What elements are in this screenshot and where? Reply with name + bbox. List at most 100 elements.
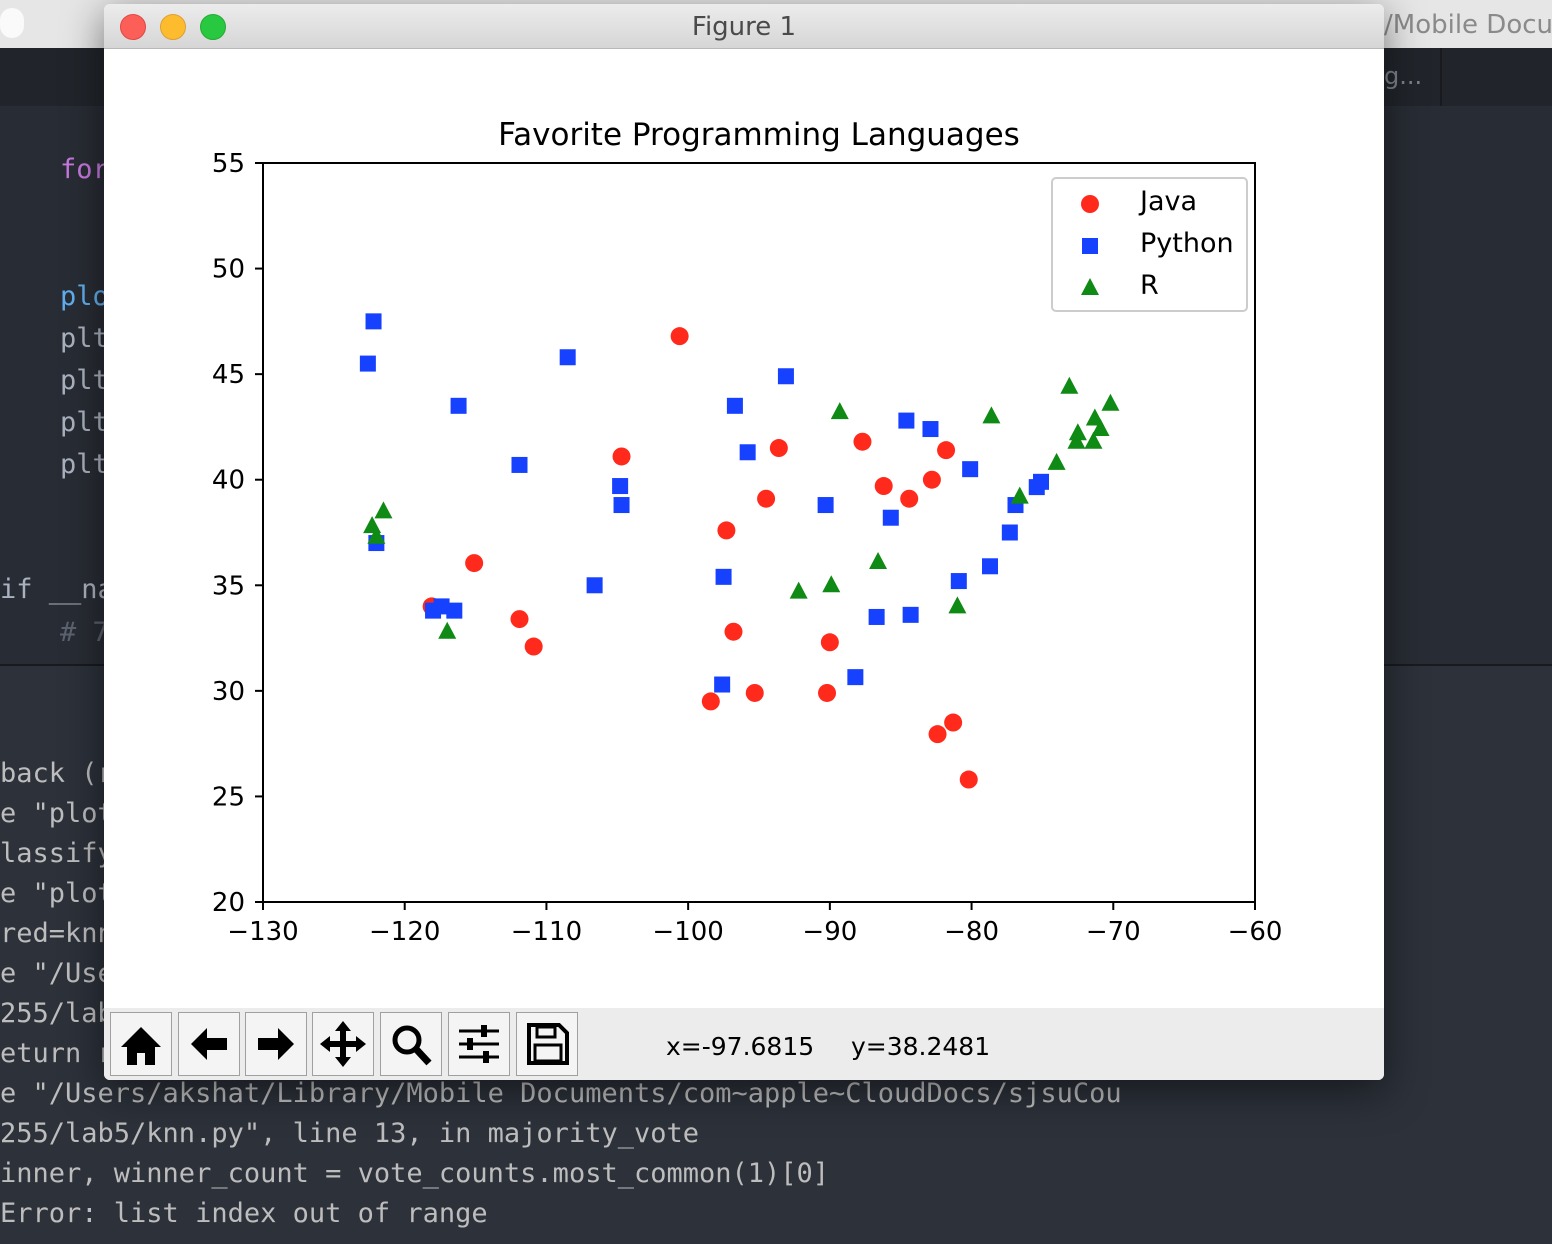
code-line: plo (60, 281, 109, 312)
zoom-button[interactable] (200, 14, 226, 40)
window-title: Figure 1 (691, 12, 797, 42)
configure-button[interactable] (448, 1012, 510, 1076)
terminal-line: inner, winner_count = vote_counts.most_c… (0, 1158, 830, 1189)
legend-marker (1082, 238, 1098, 254)
point (1085, 408, 1104, 426)
terminal-line: e "plot (0, 798, 114, 829)
tab-label[interactable]: g... (1384, 62, 1423, 90)
legend-marker (1081, 195, 1099, 213)
point (450, 397, 467, 414)
point (1060, 376, 1079, 394)
point (898, 412, 915, 429)
path-text: /Mobile Docur (1384, 10, 1552, 40)
point (817, 497, 834, 514)
code-line: plt (60, 449, 109, 480)
chart-title: Favorite Programming Languages (498, 117, 1020, 153)
point (374, 501, 393, 519)
point (724, 622, 743, 641)
point (359, 355, 376, 372)
point (612, 447, 631, 466)
point (1068, 423, 1087, 441)
point (820, 633, 839, 652)
legend-label: Python (1140, 228, 1234, 259)
point (869, 552, 888, 570)
code-line: plt (60, 407, 109, 438)
terminal-line: eturn r (0, 1038, 114, 1069)
point (559, 349, 576, 366)
point (948, 596, 967, 614)
terminal-line: e "/Users/akshat/Library/Mobile Document… (0, 1078, 1122, 1109)
point (959, 770, 978, 789)
terminal-line: lassify (0, 838, 114, 869)
terminal-line: red=knn (0, 918, 114, 949)
terminal-line: Error: list index out of range (0, 1198, 488, 1229)
point (1084, 431, 1103, 449)
y-tick-label: 30 (212, 677, 245, 707)
point (789, 581, 808, 599)
save-button[interactable] (516, 1012, 578, 1076)
minimize-button[interactable] (160, 14, 186, 40)
point (586, 577, 603, 594)
point (981, 558, 998, 575)
home-button[interactable] (110, 1012, 172, 1076)
point (511, 456, 528, 473)
x-tick-label: −130 (227, 917, 298, 947)
point (1101, 393, 1120, 411)
point (982, 406, 1001, 424)
y-tick-label: 20 (212, 888, 245, 918)
point (962, 461, 979, 478)
point (613, 497, 630, 514)
zoom-tool-button[interactable] (380, 1012, 442, 1076)
point (433, 598, 450, 615)
point (739, 444, 756, 461)
point (882, 509, 899, 526)
point (1001, 524, 1018, 541)
forward-button[interactable] (245, 1012, 307, 1076)
point (822, 575, 841, 593)
point (446, 602, 463, 619)
point (757, 489, 776, 508)
point (367, 526, 386, 544)
toolbar: x=-97.6815 y=38.2481 (104, 1008, 1384, 1080)
point (510, 610, 529, 629)
chart: Favorite Programming Languages −130 −120 −1… (212, 117, 1283, 947)
terminal-line: e "plot (0, 878, 114, 909)
code-line: plt (60, 365, 109, 396)
point (830, 402, 849, 420)
point (944, 713, 963, 732)
y-tick-label: 35 (212, 571, 245, 601)
y-tick-label: 40 (212, 466, 245, 496)
terminal-line: 255/lab (0, 998, 114, 1029)
point (717, 521, 736, 540)
code-line: if __na (0, 574, 114, 605)
code-line: plt (60, 323, 109, 354)
code-line: # 7 (60, 617, 109, 648)
point (922, 421, 939, 438)
point (670, 327, 689, 346)
legend-marker (1081, 278, 1099, 295)
terminal-line: e "/Use (0, 958, 114, 989)
status-y: y=38.2481 (851, 1032, 991, 1061)
y-tick-label: 25 (212, 782, 245, 812)
pan-button[interactable] (312, 1012, 374, 1076)
point (714, 676, 731, 693)
point (777, 368, 794, 385)
close-button[interactable] (120, 14, 146, 40)
point (701, 692, 720, 711)
point (900, 489, 919, 508)
x-tick-label: −110 (511, 917, 582, 947)
figure-window: Figure 1 Favorite Programming Languages −… (104, 4, 1384, 1080)
point (715, 568, 732, 585)
tab-divider (1440, 48, 1442, 106)
point (612, 478, 629, 495)
point (902, 606, 919, 623)
tab-close[interactable] (0, 8, 24, 38)
point (365, 313, 382, 330)
back-button[interactable] (178, 1012, 240, 1076)
x-tick-label: −70 (1086, 917, 1141, 947)
legend-box (1051, 177, 1248, 312)
point (847, 669, 864, 686)
y-tick-label: 45 (212, 360, 245, 390)
legend-label: R (1140, 270, 1159, 301)
x-tick-label: −120 (369, 917, 440, 947)
